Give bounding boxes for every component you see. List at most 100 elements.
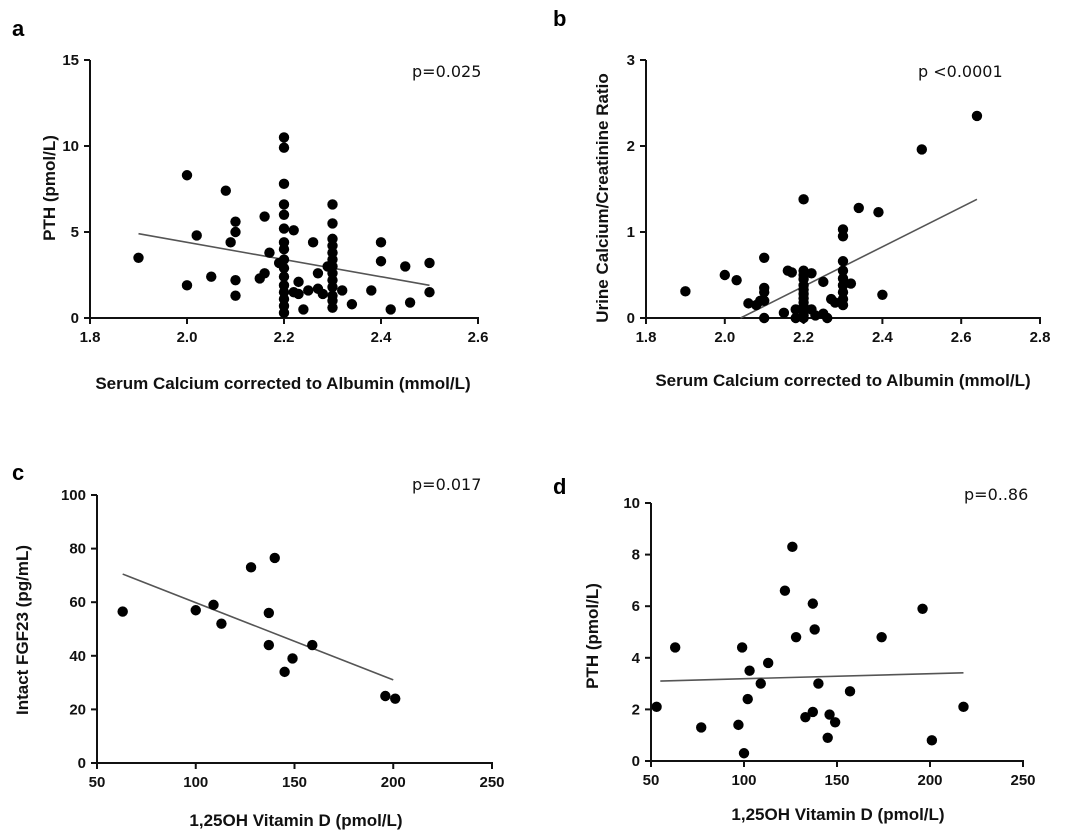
- y-tick-label: 0: [632, 753, 640, 770]
- x-tick-label: 2.6: [951, 329, 972, 346]
- x-tick-label: 150: [824, 772, 849, 789]
- points: [680, 110, 983, 324]
- data-point: [264, 247, 275, 258]
- data-point: [876, 631, 887, 643]
- data-point: [230, 216, 241, 227]
- data-point: [181, 170, 193, 181]
- data-point: [837, 265, 849, 276]
- data-point: [181, 280, 193, 291]
- axes: 50 100 150 200 250 0 2 4 6 8 10: [623, 495, 1035, 789]
- data-point: [424, 287, 435, 298]
- y-tick-label: 0: [71, 310, 79, 327]
- data-point: [278, 142, 290, 153]
- data-point: [743, 298, 754, 309]
- data-point: [824, 709, 835, 720]
- y-tick-label: 60: [69, 594, 86, 611]
- panel-b: b p <0.0001 1.8 2.0 2.2 2.4 2.6 2.8 0 1 2 3 Serum…: [553, 6, 1050, 390]
- x-tick-label: 200: [381, 774, 406, 791]
- data-point: [390, 693, 401, 704]
- y-tick-label: 10: [623, 495, 640, 512]
- data-point: [263, 639, 275, 651]
- y-tick-label: 80: [69, 541, 86, 558]
- panel-letter: b: [553, 6, 566, 31]
- data-point: [809, 624, 820, 635]
- data-point: [790, 312, 801, 324]
- x-tick-label: 2.4: [872, 329, 894, 346]
- data-point: [269, 552, 280, 564]
- data-point: [844, 686, 856, 697]
- data-point: [759, 312, 770, 324]
- axes: 1.8 2.0 2.2 2.4 2.6 2.8 0 1 2 3: [627, 52, 1051, 346]
- y-axis-label: PTH (pmol/L): [583, 583, 602, 689]
- data-point: [822, 732, 833, 743]
- data-point: [873, 207, 884, 218]
- data-point: [307, 237, 319, 248]
- x-tick-label: 50: [643, 772, 660, 789]
- data-point: [786, 267, 797, 278]
- data-point: [696, 722, 707, 733]
- x-axis-label: Serum Calcium corrected to Albumin (mmol…: [95, 374, 470, 393]
- y-tick-label: 20: [69, 701, 86, 718]
- points: [651, 541, 969, 759]
- data-point: [877, 289, 888, 300]
- data-point: [744, 665, 755, 676]
- data-point: [845, 278, 857, 289]
- data-point: [807, 706, 819, 718]
- data-point: [230, 290, 241, 301]
- x-tick-label: 1.8: [80, 329, 101, 346]
- x-tick-label: 2.2: [793, 329, 814, 346]
- data-point: [738, 748, 750, 759]
- p-value: p <0.0001: [918, 62, 1003, 81]
- data-point: [916, 144, 927, 155]
- x-tick-label: 2.6: [468, 329, 489, 346]
- data-point: [829, 297, 841, 308]
- data-point: [822, 312, 833, 324]
- panel-letter: c: [12, 460, 24, 485]
- panel-a: a p=0.025 1.8 2.0 2.2 2.4 2.6 0 5 10 15 Serum Ca…: [12, 16, 488, 393]
- data-point: [798, 312, 809, 324]
- data-point: [220, 185, 231, 196]
- x-tick-label: 2.8: [1030, 329, 1051, 346]
- x-tick-label: 50: [89, 774, 106, 791]
- data-point: [778, 307, 790, 319]
- data-point: [287, 653, 298, 664]
- data-point: [278, 254, 290, 265]
- data-point: [245, 562, 257, 573]
- x-axis-label: 1,25OH Vitamin D (pmol/L): [731, 805, 944, 824]
- data-point: [736, 642, 748, 653]
- x-tick-label: 150: [282, 774, 307, 791]
- axes: 1.8 2.0 2.2 2.4 2.6 0 5 10 15: [62, 52, 488, 346]
- y-tick-label: 1: [627, 224, 635, 241]
- data-point: [400, 261, 411, 272]
- data-point: [762, 657, 774, 669]
- data-point: [380, 690, 391, 702]
- data-point: [278, 307, 290, 319]
- panel-c: c p=0.017 50 100 150 200 250 0 20 40 60 80 100 1,2…: [12, 460, 505, 830]
- data-point: [278, 199, 290, 210]
- data-point: [810, 310, 821, 321]
- data-point: [307, 639, 318, 651]
- data-point: [742, 693, 753, 705]
- data-point: [263, 607, 275, 619]
- fit-line: [660, 671, 964, 682]
- data-point: [190, 605, 201, 616]
- x-tick-label: 2.4: [371, 329, 393, 346]
- data-point: [385, 304, 396, 315]
- x-axis-label: 1,25OH Vitamin D (pmol/L): [189, 811, 402, 830]
- data-point: [279, 666, 290, 678]
- data-point: [230, 274, 241, 286]
- data-point: [837, 299, 849, 311]
- y-axis-label: Intact FGF23 (pg/mL): [13, 545, 32, 715]
- y-tick-label: 5: [71, 224, 79, 241]
- panel-letter: a: [12, 16, 25, 41]
- x-tick-label: 2.0: [714, 329, 735, 346]
- y-axis-label: Urine Calcium/Creatinine Ratio: [593, 73, 612, 322]
- data-point: [288, 225, 299, 236]
- data-point: [317, 288, 328, 300]
- panel-d: d p=0..86 50 100 150 200 250 0 2 4 6 8 10 1,25OH V…: [553, 474, 1036, 824]
- y-tick-label: 0: [627, 310, 635, 327]
- data-point: [759, 287, 770, 298]
- data-point: [327, 199, 338, 210]
- data-point: [800, 711, 811, 723]
